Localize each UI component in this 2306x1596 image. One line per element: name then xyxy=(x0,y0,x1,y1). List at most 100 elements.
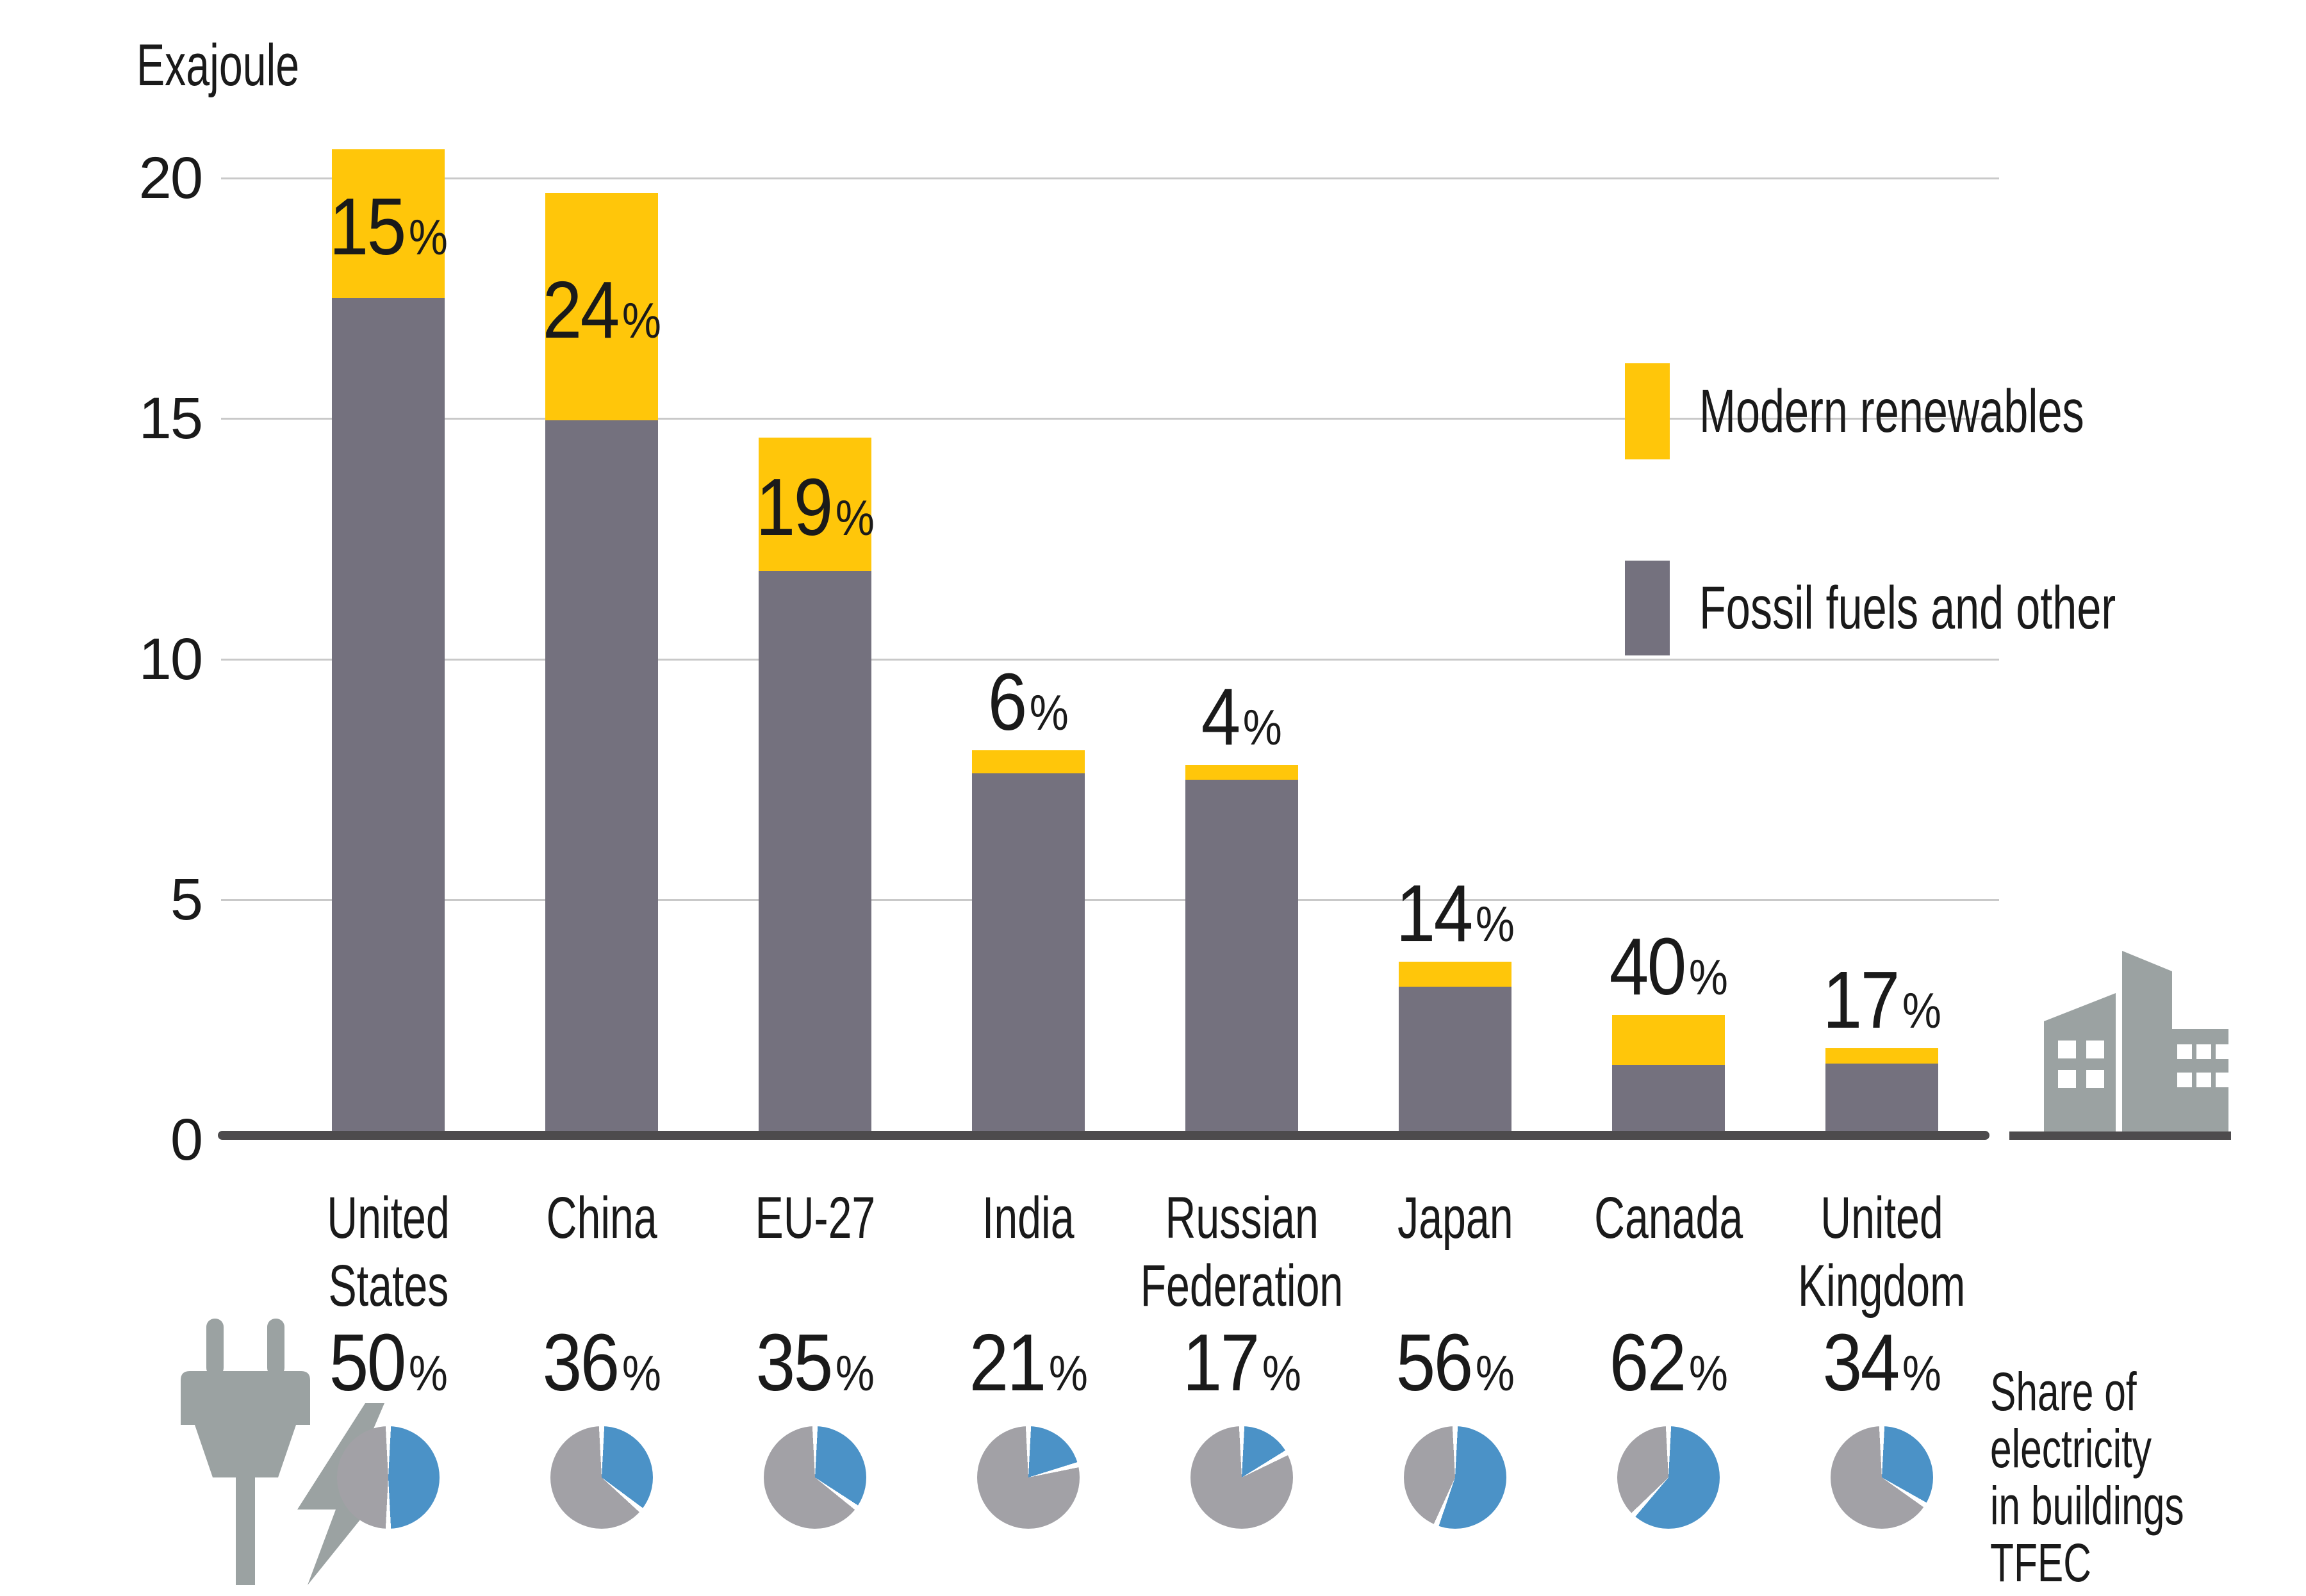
pie-percent-label: 36% xyxy=(454,1321,749,1403)
renewables-share-value-number: 14 xyxy=(1396,868,1473,958)
gridline-20 xyxy=(221,177,1999,179)
percent-sign: % xyxy=(622,292,661,349)
renewables-share-value: 17% xyxy=(1822,960,1941,1041)
pie-electricity-share-canada xyxy=(1617,1426,1720,1529)
renewables-share-value: 15% xyxy=(329,186,447,267)
pie-electricity-share-united-states xyxy=(337,1426,440,1529)
bar-united-kingdom xyxy=(1825,1048,1938,1140)
renewables-share-value: 4% xyxy=(1201,677,1282,757)
bar-segment-fossil-fuels-and-other xyxy=(759,571,871,1140)
pie-electricity-share-japan xyxy=(1404,1426,1506,1529)
bar-segment-modern-renewables xyxy=(1825,1048,1938,1064)
y-axis-unit-label: Exajoule xyxy=(136,33,363,97)
renewables-share-value: 14% xyxy=(1396,873,1514,954)
bar-percent-label: 14% xyxy=(1263,872,1647,954)
electricity-share-value: 17% xyxy=(1182,1322,1301,1403)
pie-percent-label: 34% xyxy=(1734,1321,2029,1403)
pie-electricity-share-united-kingdom xyxy=(1831,1426,1933,1529)
gridline-15 xyxy=(221,418,1999,420)
x-label-text: Kingdom xyxy=(1798,1253,1966,1319)
pie-percent-label: 17% xyxy=(1094,1321,1389,1403)
electricity-share-value-number: 50 xyxy=(329,1317,406,1408)
x-label-line: Federation xyxy=(1030,1252,1453,1320)
percent-sign: % xyxy=(1688,949,1728,1005)
y-tick-label-5: 5 xyxy=(170,867,203,932)
bar-japan xyxy=(1399,962,1511,1140)
legend-swatch-renewables-icon xyxy=(1625,363,1670,459)
electricity-share-value: 35% xyxy=(755,1322,874,1403)
percent-sign: % xyxy=(1475,1345,1515,1401)
x-label-text: Japan xyxy=(1397,1185,1513,1251)
x-label-eu-27: EU-27 xyxy=(604,1184,1026,1252)
renewables-share-value-number: 17 xyxy=(1822,955,1900,1045)
electricity-share-value-number: 35 xyxy=(755,1317,833,1408)
pie-caption: Share of electricity in buildings TFEC xyxy=(1990,1363,2259,1592)
pie-electricity-share-india xyxy=(977,1426,1080,1529)
bar-canada xyxy=(1612,1015,1725,1140)
x-label-line: India xyxy=(817,1184,1240,1252)
renewables-share-value: 6% xyxy=(988,662,1069,743)
bar-segment-fossil-fuels-and-other xyxy=(332,298,445,1140)
percent-sign: % xyxy=(1262,1345,1301,1401)
electricity-share-value: 50% xyxy=(329,1322,447,1403)
x-label-japan: Japan xyxy=(1244,1184,1667,1252)
x-label-united-kingdom: United Kingdom xyxy=(1670,1184,2093,1320)
bar-russian-federation xyxy=(1185,765,1298,1140)
bar-segment-modern-renewables xyxy=(1185,765,1298,780)
electricity-share-value: 21% xyxy=(969,1322,1087,1403)
x-label-line: China xyxy=(390,1184,813,1252)
buildings-icon xyxy=(2009,951,2231,1140)
x-label-russian-federation: Russian Federation xyxy=(1030,1184,1453,1320)
bar-eu-27: 19% xyxy=(755,438,875,1140)
gridline-5 xyxy=(221,899,1999,901)
legend-label-fossil: Fossil fuels and other xyxy=(1699,574,2116,642)
percent-sign: % xyxy=(622,1345,661,1401)
x-label-text: China xyxy=(546,1185,657,1251)
bar-segment-modern-renewables xyxy=(1399,962,1511,987)
bar-percent-label: 6% xyxy=(836,661,1221,743)
pie-caption-line-3: in buildings xyxy=(1990,1476,2184,1536)
y-tick-label-0: 0 xyxy=(170,1107,203,1172)
renewables-share-value: 24% xyxy=(542,264,661,355)
percent-sign: % xyxy=(408,209,448,265)
pie-percent-label: 35% xyxy=(668,1321,962,1403)
electricity-share-value: 34% xyxy=(1822,1322,1941,1403)
percent-sign: % xyxy=(1030,684,1069,741)
x-label-line: United xyxy=(177,1184,600,1252)
x-label-canada: Canada xyxy=(1457,1184,1880,1252)
x-label-text: Federation xyxy=(1140,1253,1344,1319)
x-label-line: Japan xyxy=(1244,1184,1667,1252)
x-label-india: India xyxy=(817,1184,1240,1252)
legend-label-renewables: Modern renewables xyxy=(1699,377,2084,445)
bar-segment-modern-renewables: 24% xyxy=(542,193,661,420)
x-label-text: United xyxy=(327,1185,450,1251)
percent-sign: % xyxy=(1688,1345,1728,1401)
x-label-line: Canada xyxy=(1457,1184,1880,1252)
bar-percent-label: 4% xyxy=(1050,675,1434,757)
renewables-share-value-number: 6 xyxy=(987,657,1028,747)
bar-segment-fossil-fuels-and-other xyxy=(1825,1064,1938,1140)
pie-percent-label: 50% xyxy=(241,1321,536,1403)
bar-segment-fossil-fuels-and-other xyxy=(545,420,658,1140)
percent-sign: % xyxy=(1048,1345,1088,1401)
x-label-united-states: United States xyxy=(177,1184,600,1320)
pie-percent-label: 56% xyxy=(1308,1321,1602,1403)
bar-percent-label: 17% xyxy=(1690,958,2074,1041)
bar-segment-fossil-fuels-and-other xyxy=(1612,1065,1725,1140)
electricity-share-value-number: 17 xyxy=(1182,1317,1260,1408)
y-tick-label-10: 10 xyxy=(138,627,203,692)
y-tick-label-15: 15 xyxy=(138,386,203,451)
renewables-share-value-number: 19 xyxy=(755,462,833,552)
pie-caption-line-2: electricity xyxy=(1990,1419,2152,1479)
electricity-share-value-number: 62 xyxy=(1609,1317,1686,1408)
percent-sign: % xyxy=(835,489,875,546)
bar-segment-modern-renewables xyxy=(1612,1015,1725,1065)
x-axis-line xyxy=(218,1131,1989,1140)
x-label-text: India xyxy=(982,1185,1075,1251)
renewables-share-value-number: 24 xyxy=(542,264,620,355)
bar-segment-modern-renewables: 19% xyxy=(755,438,875,571)
bar-percent-label: 40% xyxy=(1476,925,1861,1007)
renewables-share-value: 40% xyxy=(1609,926,1727,1007)
bar-china: 24% xyxy=(542,193,661,1140)
